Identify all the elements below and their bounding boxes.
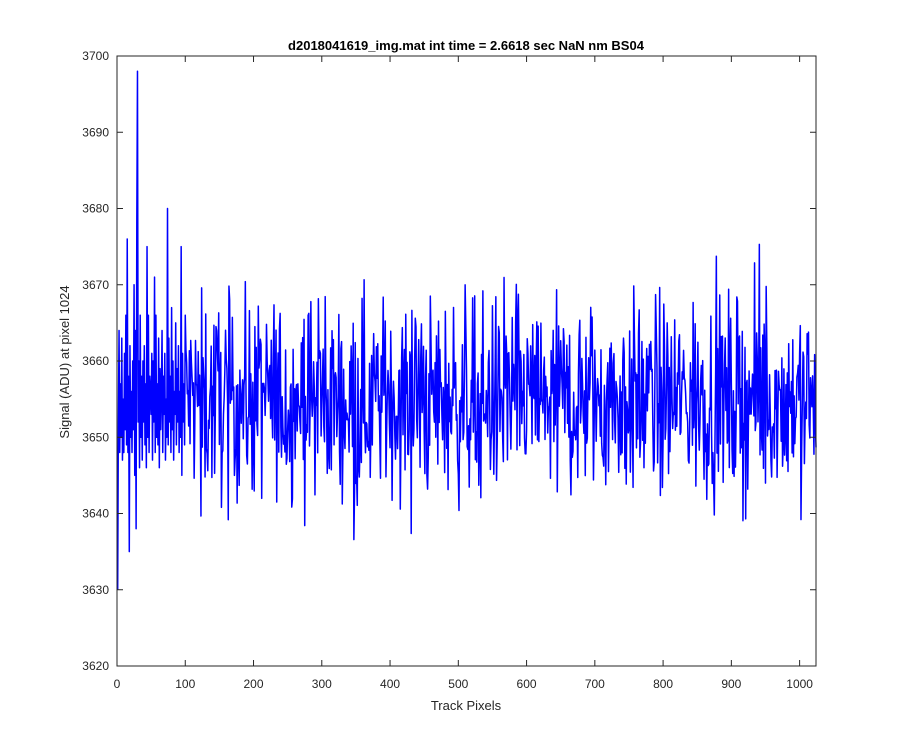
x-tick-label: 300 xyxy=(312,677,332,691)
x-tick-label: 900 xyxy=(721,677,741,691)
x-axis-label: Track Pixels xyxy=(431,698,502,713)
y-tick-label: 3690 xyxy=(82,125,109,139)
x-tick-label: 1000 xyxy=(786,677,813,691)
y-tick-label: 3670 xyxy=(82,278,109,292)
x-tick-label: 800 xyxy=(653,677,673,691)
plot-area xyxy=(116,70,817,590)
y-tick-label: 3650 xyxy=(82,430,109,444)
x-tick-label: 200 xyxy=(244,677,264,691)
y-tick-label: 3660 xyxy=(82,354,109,368)
chart-title: d2018041619_img.mat int time = 2.6618 se… xyxy=(288,38,645,53)
y-tick-label: 3700 xyxy=(82,49,109,63)
y-tick-label: 3640 xyxy=(82,507,109,521)
y-axis-label: Signal (ADU) at pixel 1024 xyxy=(57,285,72,438)
series-line xyxy=(116,70,817,590)
y-tick-label: 3630 xyxy=(82,583,109,597)
x-tick-label: 100 xyxy=(175,677,195,691)
x-tick-label: 600 xyxy=(517,677,537,691)
x-tick-label: 700 xyxy=(585,677,605,691)
x-tick-label: 0 xyxy=(114,677,121,691)
x-tick-label: 500 xyxy=(448,677,468,691)
axes: 0 100 200 300 400 500 600 700 800 900 1000 3620 3630… xyxy=(82,49,817,691)
y-tick-label: 3680 xyxy=(82,202,109,216)
x-tick-label: 400 xyxy=(380,677,400,691)
y-tick-label: 3620 xyxy=(82,659,109,673)
